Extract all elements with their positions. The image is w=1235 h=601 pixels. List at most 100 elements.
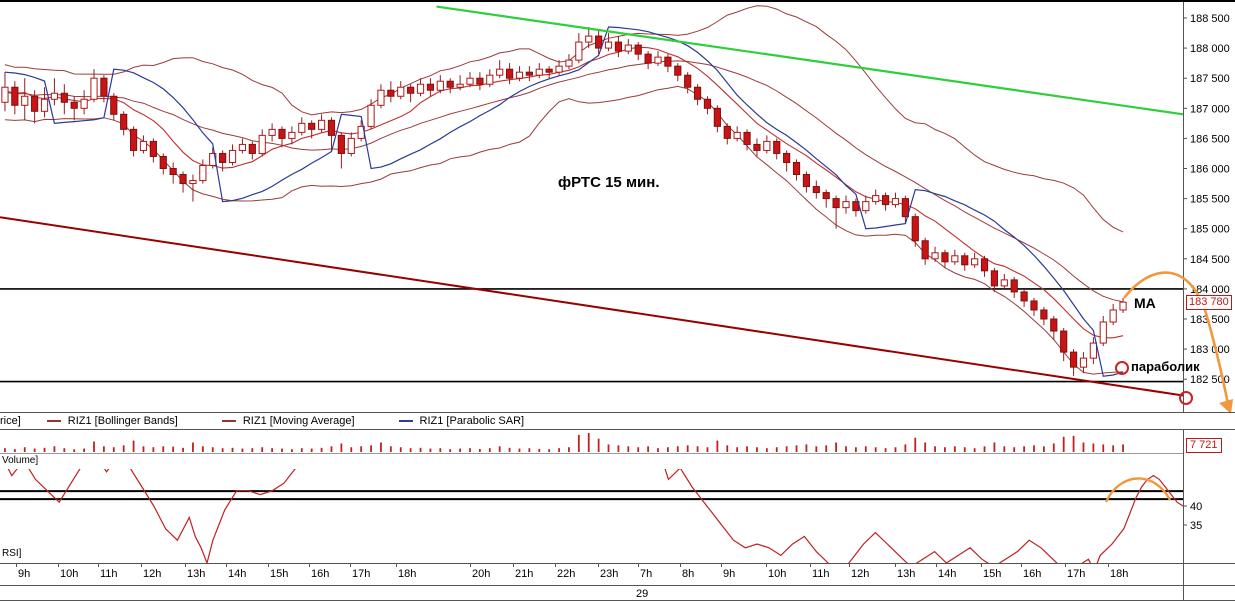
time-label: 9h (723, 568, 736, 580)
time-tick (350, 564, 351, 567)
red-downtrend-line[interactable] (0, 216, 1184, 397)
price-chart-canvas[interactable]: 188 500 188 000 187 500 187 000 186 500 186 0… (0, 2, 1235, 412)
time-axis: 9h 10h 11h 12h 13h 14h 15h 16h 17h 18h 20h 21h 22h 23… (0, 563, 1235, 585)
bollinger-middle-band (4, 60, 1124, 303)
parabolic-sar-line (4, 26, 1124, 377)
time-tick (16, 564, 17, 567)
rsi-pane[interactable]: 40 35 RSI] (0, 469, 1235, 563)
axis-separator-line (1183, 586, 1184, 600)
moving-average-line (4, 46, 1124, 339)
time-tick (1021, 564, 1022, 567)
time-label: 11h (100, 568, 118, 580)
parabolic-annotation: параболик (1131, 359, 1200, 374)
time-tick (268, 564, 269, 567)
rsi-axis-label: 40 (1190, 501, 1202, 513)
highlight-ring (1179, 391, 1193, 405)
rsi-line (7, 469, 1184, 563)
axis-separator-line (1183, 564, 1184, 585)
highlight-ring (1115, 361, 1129, 375)
time-label: 9h (18, 568, 31, 580)
rsi-forecast-arc (1104, 477, 1172, 503)
time-label: 16h (1023, 568, 1042, 580)
volume-pane-label: Volume] (2, 455, 39, 466)
time-label: 13h (187, 568, 206, 580)
time-label: 13h (897, 568, 916, 580)
time-tick (58, 564, 59, 567)
time-tick (555, 564, 556, 567)
ma-annotation: MA (1134, 295, 1156, 311)
time-tick (185, 564, 186, 567)
legend-item: RIZ1 [Bollinger Bands] (46, 415, 178, 427)
forecast-arrow-head (1219, 399, 1233, 412)
volume-pane[interactable]: Volume] 7 721 (0, 430, 1235, 469)
time-tick (766, 564, 767, 567)
time-tick (936, 564, 937, 567)
time-label: 18h (398, 568, 417, 580)
price-legend-label: rice] (0, 415, 21, 427)
time-tick (98, 564, 99, 567)
time-tick (981, 564, 982, 567)
legend-item-label: RIZ1 [Parabolic SAR] (419, 415, 525, 427)
time-tick (810, 564, 811, 567)
legend-color-dash (398, 420, 413, 422)
time-tick (721, 564, 722, 567)
green-downtrend-line[interactable] (436, 5, 1184, 116)
volume-chart-canvas[interactable] (0, 430, 1235, 469)
legend-item-label: RIZ1 [Moving Average] (242, 415, 355, 427)
time-label: 14h (938, 568, 957, 580)
price-axis-label: 185 000 (1190, 224, 1230, 236)
volume-bars (4, 433, 1124, 452)
time-tick (1065, 564, 1066, 567)
time-label: 16h (311, 568, 330, 580)
time-label: 20h (472, 568, 491, 580)
price-axis-label: 186 500 (1190, 133, 1230, 145)
rsi-axis-label: 35 (1190, 520, 1202, 532)
price-axis-label: 188 000 (1190, 43, 1230, 55)
time-tick (396, 564, 397, 567)
time-tick (638, 564, 639, 567)
legend-color-dash (46, 420, 61, 422)
price-axis-label: 183 500 (1190, 314, 1230, 326)
time-label: 12h (143, 568, 162, 580)
time-tick (895, 564, 896, 567)
time-tick (598, 564, 599, 567)
time-tick (1108, 564, 1109, 567)
rsi-pane-label: RSI] (2, 548, 22, 559)
indicator-legend: rice] RIZ1 [Bollinger Bands] RIZ1 [Moving… (0, 412, 1235, 430)
time-tick (141, 564, 142, 567)
time-label: 17h (352, 568, 371, 580)
time-label: 10h (768, 568, 787, 580)
price-axis-label: 184 500 (1190, 254, 1230, 266)
time-label: 14h (228, 568, 247, 580)
time-label: 21h (515, 568, 534, 580)
price-axis-label: 183 000 (1190, 344, 1230, 356)
time-tick (513, 564, 514, 567)
date-axis: 29 (0, 585, 1235, 600)
price-axis-label: 187 500 (1190, 73, 1230, 85)
price-axis-label: 187 000 (1190, 103, 1230, 115)
rsi-chart-canvas[interactable]: 40 35 (0, 469, 1235, 563)
time-label: 8h (682, 568, 695, 580)
legend-item: RIZ1 [Moving Average] (221, 415, 355, 427)
legend-item: RIZ1 [Parabolic SAR] (398, 415, 525, 427)
time-label: 15h (983, 568, 1002, 580)
time-label: 17h (1067, 568, 1086, 580)
time-label: 7h (640, 568, 653, 580)
price-axis-label: 186 000 (1190, 164, 1230, 176)
time-label: 23h (600, 568, 619, 580)
price-axis-label: 182 500 (1190, 374, 1230, 386)
candlestick-series (1, 27, 1127, 377)
bollinger-upper-band (4, 5, 1124, 233)
time-tick (470, 564, 471, 567)
forecast-arrow (1122, 271, 1230, 405)
time-tick (680, 564, 681, 567)
bollinger-lower-band (4, 85, 1124, 375)
date-label: 29 (636, 588, 649, 600)
time-label: 18h (1110, 568, 1129, 580)
time-label: 22h (557, 568, 576, 580)
price-pane[interactable]: 188 500 188 000 187 500 187 000 186 500 186 0… (0, 2, 1235, 412)
time-label: 10h (60, 568, 79, 580)
legend-item-label: RIZ1 [Bollinger Bands] (67, 415, 178, 427)
time-tick (309, 564, 310, 567)
